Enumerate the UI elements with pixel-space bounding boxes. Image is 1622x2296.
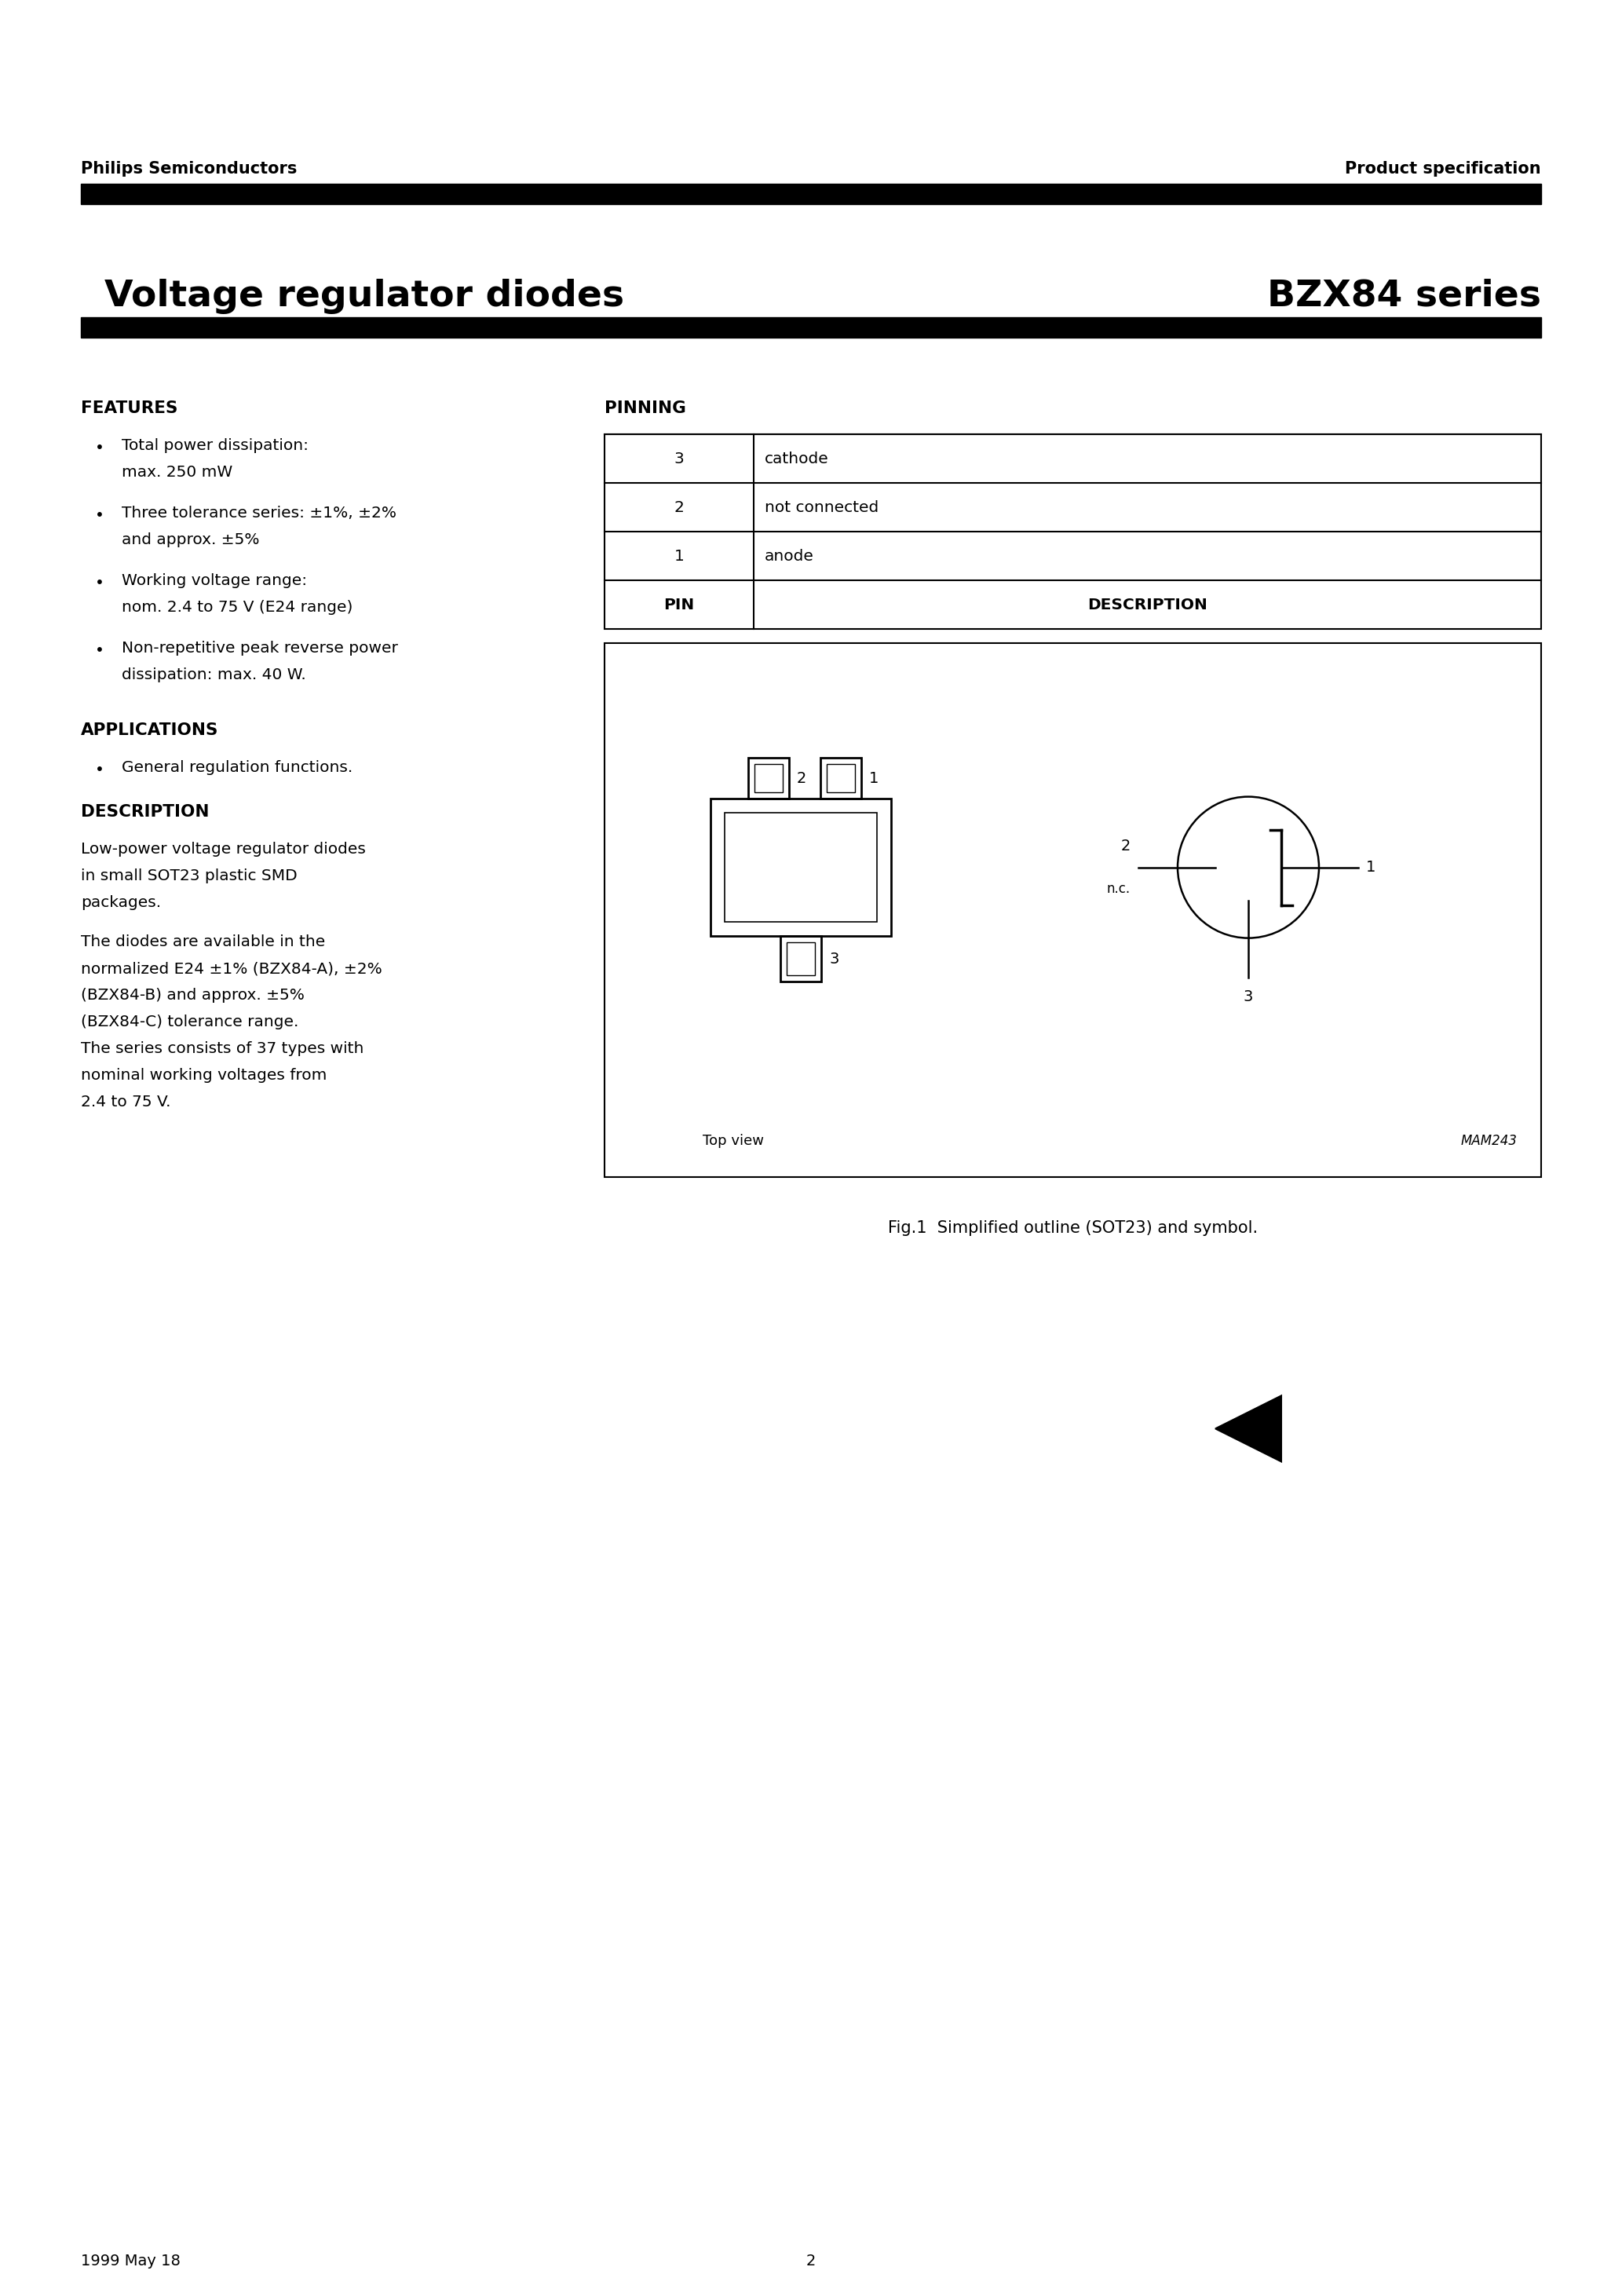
Bar — [605, 643, 1541, 1178]
Text: The diodes are available in the: The diodes are available in the — [81, 934, 326, 948]
Bar — [780, 937, 821, 983]
Text: 3: 3 — [675, 450, 684, 466]
Text: 1999 May 18: 1999 May 18 — [81, 2255, 180, 2268]
Text: n.c.: n.c. — [1106, 882, 1131, 895]
Bar — [748, 758, 788, 799]
Text: normalized E24 ±1% (BZX84-A), ±2%: normalized E24 ±1% (BZX84-A), ±2% — [81, 962, 383, 976]
Text: •: • — [96, 762, 104, 778]
Text: Product specification: Product specification — [1345, 161, 1541, 177]
Text: 2: 2 — [675, 501, 684, 514]
Text: (BZX84-C) tolerance range.: (BZX84-C) tolerance range. — [81, 1015, 298, 1029]
Text: cathode: cathode — [764, 450, 829, 466]
Bar — [605, 434, 1541, 629]
Text: max. 250 mW: max. 250 mW — [122, 464, 232, 480]
Text: 2: 2 — [796, 771, 806, 785]
Text: PIN: PIN — [663, 597, 694, 613]
Text: not connected: not connected — [764, 501, 879, 514]
Text: Non-repetitive peak reverse power: Non-repetitive peak reverse power — [122, 641, 397, 657]
Text: 1: 1 — [675, 549, 684, 563]
Bar — [81, 317, 1541, 338]
Bar — [787, 941, 814, 976]
Bar — [754, 765, 782, 792]
Text: Voltage regulator diodes: Voltage regulator diodes — [104, 278, 624, 315]
Text: APPLICATIONS: APPLICATIONS — [81, 723, 219, 737]
Text: in small SOT23 plastic SMD: in small SOT23 plastic SMD — [81, 868, 297, 884]
Text: 3: 3 — [829, 951, 839, 967]
Text: nominal working voltages from: nominal working voltages from — [81, 1068, 328, 1084]
Text: Top view: Top view — [702, 1134, 764, 1148]
Text: 1: 1 — [869, 771, 879, 785]
Text: 2: 2 — [1121, 838, 1131, 854]
Text: 3: 3 — [1244, 990, 1254, 1003]
Text: •: • — [96, 441, 104, 455]
Bar — [826, 765, 855, 792]
Text: DESCRIPTION: DESCRIPTION — [1087, 597, 1207, 613]
Text: The series consists of 37 types with: The series consists of 37 types with — [81, 1040, 363, 1056]
Text: PINNING: PINNING — [605, 400, 686, 416]
Bar — [81, 184, 1541, 204]
Text: dissipation: max. 40 W.: dissipation: max. 40 W. — [122, 668, 307, 682]
Text: nom. 2.4 to 75 V (E24 range): nom. 2.4 to 75 V (E24 range) — [122, 599, 354, 615]
Text: 2.4 to 75 V.: 2.4 to 75 V. — [81, 1095, 170, 1109]
Text: General regulation functions.: General regulation functions. — [122, 760, 352, 776]
Bar — [710, 799, 890, 937]
Bar — [821, 758, 861, 799]
Polygon shape — [1215, 1396, 1281, 1463]
Text: packages.: packages. — [81, 895, 161, 909]
Text: Working voltage range:: Working voltage range: — [122, 574, 307, 588]
Text: •: • — [96, 643, 104, 659]
Text: Three tolerance series: ±1%, ±2%: Three tolerance series: ±1%, ±2% — [122, 505, 396, 521]
Text: •: • — [96, 507, 104, 523]
Text: BZX84 series: BZX84 series — [1267, 278, 1541, 315]
Text: 2: 2 — [806, 2255, 816, 2268]
Text: anode: anode — [764, 549, 814, 563]
Text: 1: 1 — [1366, 861, 1375, 875]
Text: FEATURES: FEATURES — [81, 400, 178, 416]
Text: Philips Semiconductors: Philips Semiconductors — [81, 161, 297, 177]
Text: (BZX84-B) and approx. ±5%: (BZX84-B) and approx. ±5% — [81, 987, 305, 1003]
Text: and approx. ±5%: and approx. ±5% — [122, 533, 260, 546]
Text: Total power dissipation:: Total power dissipation: — [122, 439, 308, 452]
Text: Low-power voltage regulator diodes: Low-power voltage regulator diodes — [81, 843, 365, 856]
Text: DESCRIPTION: DESCRIPTION — [81, 804, 209, 820]
Text: •: • — [96, 576, 104, 590]
Bar — [725, 813, 878, 923]
Text: Fig.1  Simplified outline (SOT23) and symbol.: Fig.1 Simplified outline (SOT23) and sym… — [887, 1219, 1257, 1235]
Text: MAM243: MAM243 — [1461, 1134, 1518, 1148]
